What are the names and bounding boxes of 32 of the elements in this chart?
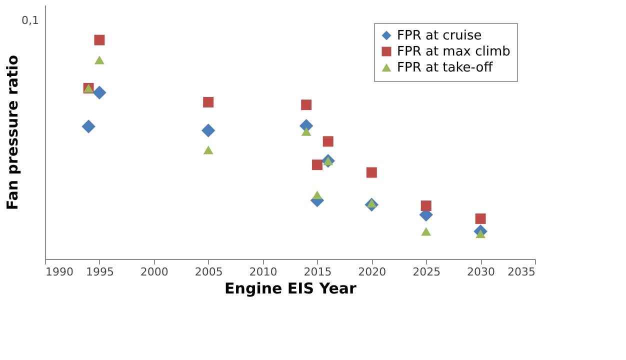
x-tick-label: 2035 bbox=[508, 266, 536, 278]
point bbox=[421, 227, 432, 236]
legend-label: FPR at max climb bbox=[397, 44, 510, 60]
legend-label: FPR at take-off bbox=[397, 60, 494, 76]
x-tick-label: 2005 bbox=[194, 266, 223, 278]
point bbox=[203, 146, 214, 154]
point bbox=[92, 86, 106, 100]
x-axis-title: Engine EIS Year bbox=[224, 280, 358, 298]
x-tick-label: 2020 bbox=[358, 266, 386, 278]
x-tick-label: 2000 bbox=[140, 266, 168, 278]
point bbox=[94, 56, 104, 64]
x-tick-label: 1995 bbox=[86, 266, 114, 278]
point bbox=[475, 213, 486, 224]
point bbox=[301, 127, 312, 136]
point bbox=[301, 100, 312, 110]
point bbox=[322, 136, 334, 147]
point bbox=[94, 34, 105, 46]
x-tick-label: 2030 bbox=[467, 266, 496, 278]
point bbox=[420, 200, 432, 212]
point bbox=[366, 167, 377, 178]
x-tick-label: 2010 bbox=[249, 266, 278, 278]
point bbox=[203, 96, 214, 108]
x-tick-label: 2015 bbox=[304, 266, 332, 278]
point bbox=[82, 120, 96, 134]
x-tick-label: 1990 bbox=[46, 266, 74, 278]
y-axis-title: Fan pressure ratio bbox=[4, 54, 22, 210]
point bbox=[312, 190, 322, 200]
x-tick-label: 2025 bbox=[412, 266, 441, 278]
text: 0,1 bbox=[22, 14, 39, 27]
point bbox=[312, 160, 322, 170]
legend-label: FPR at cruise bbox=[397, 28, 482, 44]
point bbox=[201, 124, 216, 138]
